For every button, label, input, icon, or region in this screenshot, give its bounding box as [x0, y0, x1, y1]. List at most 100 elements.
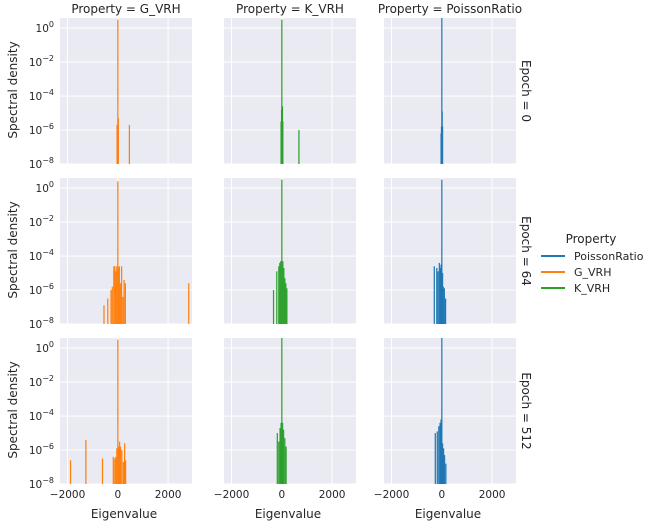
x-tick-label: 2000 [155, 489, 182, 501]
x-tick-label: 0 [438, 489, 445, 501]
histogram-bar-k-vrh [272, 290, 275, 324]
histogram-bar-g-vrh [117, 339, 119, 484]
panel-background [60, 178, 192, 324]
panel-background [60, 338, 192, 484]
panel-background [224, 18, 356, 164]
histogram-bar-poissonratio [437, 271, 439, 324]
histogram-bar-k-vrh [276, 271, 278, 324]
panel-r2-c0: 100 10−2 10−4 10−6 10−8−2000 0 2000 [29, 338, 192, 501]
panel-background [224, 338, 356, 484]
column-title-2: Property = PoissonRatio [378, 2, 522, 16]
panel-r2-c2: −2000 0 2000 Epoch = 512 [374, 338, 533, 501]
histogram-bar-poissonratio [441, 126, 444, 164]
histogram-bar-g-vrh [85, 439, 87, 484]
histogram-bar-k-vrh [282, 429, 285, 484]
y-tick-label: 10−2 [29, 374, 54, 389]
histogram-bar-poissonratio [441, 273, 444, 324]
y-tick-label: 100 [36, 20, 54, 35]
histogram-bar-g-vrh [117, 267, 120, 324]
histogram-bar-g-vrh [123, 279, 125, 324]
y-axis-label-row-1: Spectral density [6, 201, 20, 298]
histogram-bar-poissonratio [442, 286, 444, 324]
histogram-bar-g-vrh [115, 456, 117, 484]
histogram-bar-k-vrh [285, 446, 287, 484]
row-title-1: Epoch = 64 [519, 216, 533, 286]
histogram-bar-k-vrh [282, 261, 284, 324]
histogram-bar-poissonratio [443, 455, 446, 484]
histogram-bar-k-vrh [276, 433, 278, 484]
panels: 100 10−2 10−4 10−6 10−8 Property = G_VRH Prope… [29, 2, 533, 501]
histogram-bar-poissonratio [440, 264, 442, 324]
histogram-bar-k-vrh [279, 427, 281, 484]
histogram-bar-k-vrh [279, 262, 281, 324]
panel-r0-c2: Property = PoissonRatio Epoch = 0 [378, 2, 533, 165]
y-tick-label: 10−2 [29, 54, 54, 69]
histogram-bar-poissonratio [442, 448, 445, 484]
histogram-bar-g-vrh [118, 266, 120, 324]
panel-background [384, 338, 516, 484]
panel-r0-c1: Property = K_VRH [224, 2, 356, 165]
histogram-bar-poissonratio [445, 463, 447, 484]
x-tick-label: −2000 [50, 489, 86, 501]
histogram-bar-poissonratio [444, 298, 447, 324]
panel-background [384, 178, 516, 324]
panel-r2-c1: −2000 0 2000 [214, 338, 356, 501]
histogram-bar-g-vrh [128, 124, 131, 164]
x-tick-label: 2000 [319, 489, 346, 501]
histogram-bar-g-vrh [117, 19, 119, 164]
histogram-bar-g-vrh [112, 456, 114, 484]
histogram-bar-g-vrh [69, 460, 72, 484]
histogram-bar-k-vrh [285, 283, 287, 324]
histogram-bar-g-vrh [118, 441, 121, 484]
histogram-bar-poissonratio [439, 267, 441, 324]
row-title-0: Epoch = 0 [519, 60, 533, 122]
histogram-bar-g-vrh [114, 266, 116, 324]
histogram-bar-k-vrh [284, 278, 286, 324]
y-axis-label-row-0: Spectral density [6, 41, 20, 138]
legend-label-poissonratio: PoissonRatio [574, 250, 644, 263]
panel-r1-c1 [224, 178, 356, 325]
histogram-bar-g-vrh [114, 458, 116, 484]
histogram-bar-g-vrh [101, 458, 104, 484]
histogram-bar-g-vrh [122, 461, 124, 484]
histogram-bar-k-vrh [281, 338, 283, 484]
histogram-bar-g-vrh [116, 448, 118, 484]
histogram-bar-poissonratio [441, 338, 443, 484]
histogram-bar-poissonratio [440, 419, 442, 484]
histogram-bar-g-vrh [124, 283, 126, 324]
histogram-bar-poissonratio [439, 422, 441, 484]
histogram-bar-poissonratio [441, 443, 444, 484]
y-tick-label: 10−4 [29, 88, 54, 103]
histogram-bar-k-vrh [282, 121, 284, 164]
histogram-bar-g-vrh [103, 305, 105, 324]
histogram-bar-k-vrh [280, 422, 282, 484]
y-tick-label: 100 [36, 180, 54, 195]
panel-background [224, 178, 356, 324]
column-title-1: Property = K_VRH [236, 2, 344, 16]
histogram-bar-k-vrh [281, 422, 284, 484]
histogram-bar-poissonratio [438, 426, 440, 484]
histogram-bar-k-vrh [278, 266, 280, 324]
y-tick-label: 10−2 [29, 214, 54, 229]
panel-background [60, 18, 192, 164]
histogram-bar-poissonratio [443, 288, 445, 324]
panel-r0-c0: 100 10−2 10−4 10−6 10−8 Property = G_VRH [29, 2, 192, 171]
legend-label-g-vrh: G_VRH [574, 266, 611, 279]
x-axis-label-col-2: Eigenvalue [415, 507, 481, 521]
histogram-bar-g-vrh [110, 290, 112, 324]
y-tick-label: 10−8 [29, 156, 54, 171]
row-title-2: Epoch = 512 [519, 372, 533, 449]
histogram-bar-k-vrh [286, 288, 288, 324]
x-axis-label-col-0: Eigenvalue [91, 507, 157, 521]
x-tick-label: 0 [278, 489, 285, 501]
histogram-bar-g-vrh [120, 266, 123, 324]
histogram-bar-poissonratio [434, 433, 436, 484]
histogram-bar-g-vrh [116, 124, 118, 164]
histogram-bar-g-vrh [122, 296, 124, 324]
y-tick-label: 10−4 [29, 248, 54, 263]
histogram-bar-k-vrh [284, 438, 286, 484]
legend-title: Property [566, 232, 617, 246]
panel-r1-c0: 100 10−2 10−4 10−6 10−8 [29, 178, 192, 331]
axis-labels: Spectral density Spectral density Spectr… [6, 41, 481, 521]
